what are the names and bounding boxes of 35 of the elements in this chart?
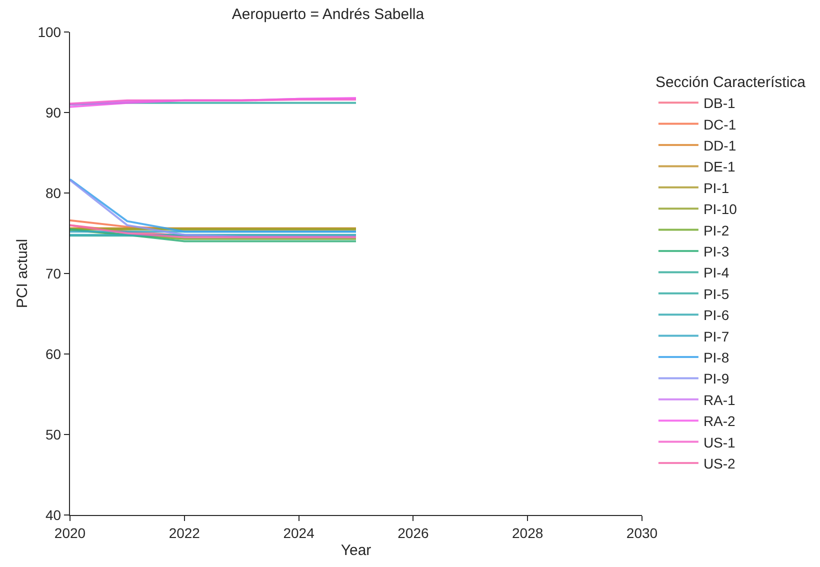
- legend-label: PI-5: [703, 286, 730, 302]
- legend-label: US-1: [703, 434, 736, 450]
- legend-label: PI-7: [703, 328, 730, 344]
- x-tick-label: 2020: [54, 524, 86, 541]
- x-tick-label: 2030: [626, 524, 658, 541]
- chart-title: Aeropuerto = Andrés Sabella: [232, 6, 425, 24]
- x-tick-label: 2028: [512, 524, 544, 541]
- x-tick-label: 2022: [168, 524, 200, 541]
- legend-label: PI-3: [703, 243, 730, 260]
- legend-label: PI-2: [703, 222, 730, 238]
- legend-label: DE-1: [703, 158, 736, 175]
- y-tick-label: 40: [46, 506, 62, 523]
- legend-label: RA-1: [703, 392, 736, 408]
- legend-label: PI-9: [703, 370, 730, 387]
- x-tick-label: 2026: [398, 524, 429, 541]
- legend-label: DB-1: [703, 95, 736, 112]
- y-tick-label: 70: [46, 265, 62, 282]
- legend-label: US-2: [703, 455, 736, 472]
- legend-label: DD-1: [703, 137, 736, 154]
- legend-label: PI-10: [703, 201, 738, 218]
- legend-label: PI-8: [703, 349, 730, 366]
- legend-label: RA-2: [703, 413, 736, 430]
- y-tick-label: 50: [46, 426, 62, 442]
- x-tick-label: 2024: [283, 524, 315, 541]
- legend-label: PI-6: [703, 307, 730, 324]
- y-axis-title: PCI actual: [14, 238, 31, 308]
- y-tick-label: 90: [46, 104, 62, 120]
- y-tick-label: 80: [46, 184, 62, 201]
- legend-title: Sección Característica: [655, 74, 806, 91]
- legend-label: DC-1: [703, 116, 736, 132]
- y-tick-label: 60: [46, 346, 62, 362]
- legend-label: PI-1: [703, 180, 730, 196]
- y-tick-label: 100: [38, 24, 62, 40]
- legend-label: PI-4: [703, 264, 730, 281]
- x-axis-title: Year: [340, 542, 372, 559]
